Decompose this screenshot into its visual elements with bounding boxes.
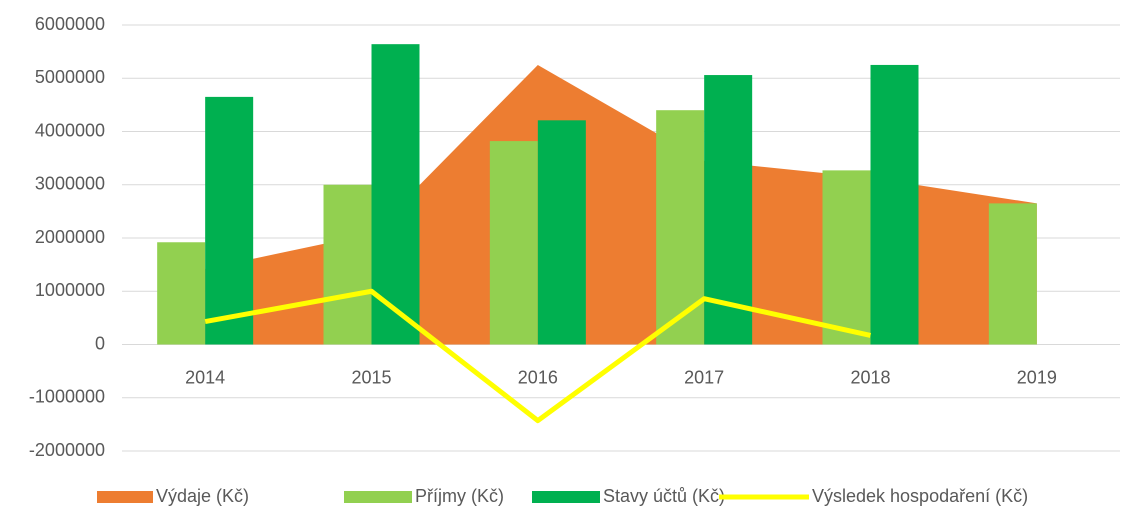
- bar: [870, 64, 919, 345]
- x-tick-label: 2016: [518, 367, 558, 387]
- legend-swatch: [97, 491, 153, 503]
- y-tick-label: 6000000: [35, 14, 105, 34]
- y-tick-label: 0: [95, 333, 105, 353]
- bar: [157, 242, 206, 345]
- legend-swatch: [532, 491, 600, 503]
- y-tick-label: 3000000: [35, 174, 105, 194]
- legend-label: Příjmy (Kč): [415, 486, 504, 506]
- y-tick-label: -2000000: [29, 440, 105, 460]
- x-tick-label: 2014: [185, 367, 225, 387]
- bar: [205, 96, 254, 345]
- y-tick-label: 4000000: [35, 120, 105, 140]
- line: [204, 288, 872, 424]
- y-tick-label: 1000000: [35, 280, 105, 300]
- x-tick-label: 2015: [351, 367, 391, 387]
- y-tick-label: -1000000: [29, 387, 105, 407]
- y-tick-label: 5000000: [35, 67, 105, 87]
- bar: [537, 120, 586, 345]
- bar: [822, 170, 871, 345]
- legend-label: Stavy účtů (Kč): [603, 486, 725, 506]
- x-tick-label: 2019: [1017, 367, 1057, 387]
- y-tick-label: 2000000: [35, 227, 105, 247]
- legend-label: Výdaje (Kč): [156, 486, 249, 506]
- legend-swatch: [344, 491, 412, 503]
- bar: [489, 141, 538, 345]
- x-tick-label: 2018: [850, 367, 890, 387]
- bar: [323, 184, 372, 345]
- bar: [656, 110, 705, 345]
- x-tick-label: 2017: [684, 367, 724, 387]
- bar: [988, 203, 1037, 345]
- legend-label: Výsledek hospodaření (Kč): [812, 486, 1028, 506]
